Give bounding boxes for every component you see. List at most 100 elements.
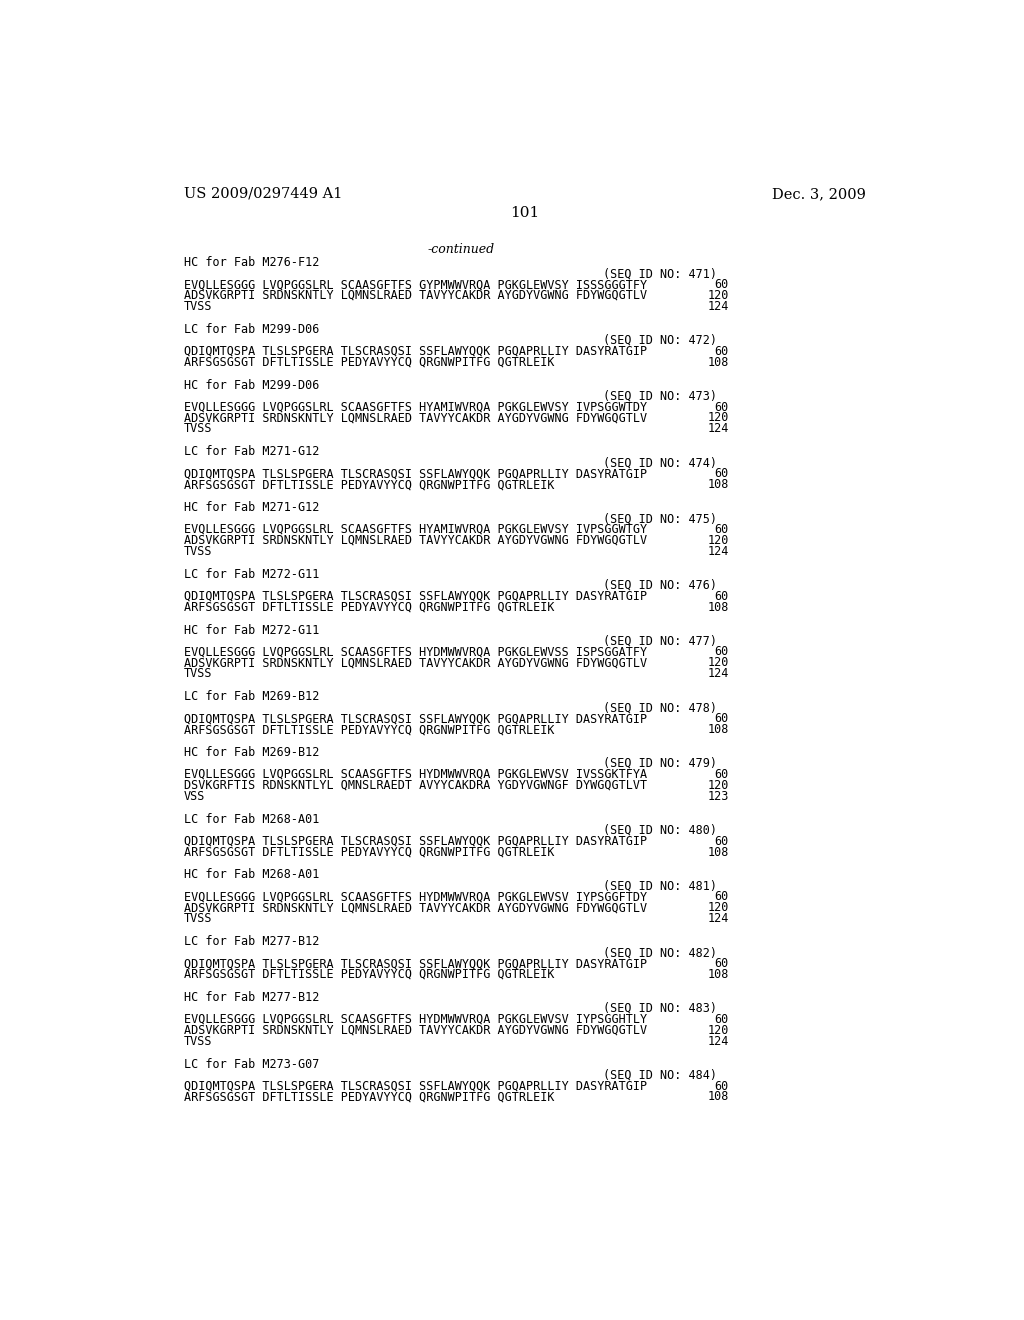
Text: (SEQ ID NO: 471): (SEQ ID NO: 471)	[603, 267, 717, 280]
Text: EVQLLESGGG LVQPGGSLRL SCAASGFTFS HYAMIWVRQA PGKGLEWVSY IVPSGGWTDY: EVQLLESGGG LVQPGGSLRL SCAASGFTFS HYAMIWV…	[183, 400, 647, 413]
Text: (SEQ ID NO: 480): (SEQ ID NO: 480)	[603, 824, 717, 837]
Text: 60: 60	[715, 1080, 729, 1093]
Text: 60: 60	[715, 279, 729, 290]
Text: ADSVKGRPTI SRDNSKNTLY LQMNSLRAED TAVYYCAKDR AYGDYVGWNG FDYWGQGTLV: ADSVKGRPTI SRDNSKNTLY LQMNSLRAED TAVYYCA…	[183, 902, 647, 915]
Text: 108: 108	[708, 968, 729, 981]
Text: 124: 124	[708, 422, 729, 436]
Text: (SEQ ID NO: 476): (SEQ ID NO: 476)	[603, 578, 717, 591]
Text: EVQLLESGGG LVQPGGSLRL SCAASGFTFS HYDMWWVRQA PGKGLEWVSV IVSSGKTFYA: EVQLLESGGG LVQPGGSLRL SCAASGFTFS HYDMWWV…	[183, 768, 647, 781]
Text: 120: 120	[708, 779, 729, 792]
Text: EVQLLESGGG LVQPGGSLRL SCAASGFTFS HYAMIWVRQA PGKGLEWVSY IVPSGGWTGY: EVQLLESGGG LVQPGGSLRL SCAASGFTFS HYAMIWV…	[183, 523, 647, 536]
Text: (SEQ ID NO: 483): (SEQ ID NO: 483)	[603, 1002, 717, 1015]
Text: EVQLLESGGG LVQPGGSLRL SCAASGFTFS GYPMWWVRQA PGKGLEWVSY ISSSGGGTFY: EVQLLESGGG LVQPGGSLRL SCAASGFTFS GYPMWWV…	[183, 279, 647, 290]
Text: ARFSGSGSGT DFTLTISSLE PEDYAVYYCQ QRGNWPITFG QGTRLEIK: ARFSGSGSGT DFTLTISSLE PEDYAVYYCQ QRGNWPI…	[183, 1090, 554, 1104]
Text: TVSS: TVSS	[183, 1035, 212, 1048]
Text: 120: 120	[708, 533, 729, 546]
Text: 60: 60	[715, 891, 729, 903]
Text: TVSS: TVSS	[183, 545, 212, 558]
Text: (SEQ ID NO: 484): (SEQ ID NO: 484)	[603, 1069, 717, 1081]
Text: ARFSGSGSGT DFTLTISSLE PEDYAVYYCQ QRGNWPITFG QGTRLEIK: ARFSGSGSGT DFTLTISSLE PEDYAVYYCQ QRGNWPI…	[183, 723, 554, 737]
Text: 108: 108	[708, 355, 729, 368]
Text: 60: 60	[715, 590, 729, 603]
Text: DSVKGRFTIS RDNSKNTLYL QMNSLRAEDT AVYYCAKDRA YGDYVGWNGF DYWGQGTLVT: DSVKGRFTIS RDNSKNTLYL QMNSLRAEDT AVYYCAK…	[183, 779, 647, 792]
Text: (SEQ ID NO: 473): (SEQ ID NO: 473)	[603, 389, 717, 403]
Text: -continued: -continued	[428, 243, 495, 256]
Text: Dec. 3, 2009: Dec. 3, 2009	[772, 187, 866, 201]
Text: ADSVKGRPTI SRDNSKNTLY LQMNSLRAED TAVYYCAKDR AYGDYVGWNG FDYWGQGTLV: ADSVKGRPTI SRDNSKNTLY LQMNSLRAED TAVYYCA…	[183, 533, 647, 546]
Text: EVQLLESGGG LVQPGGSLRL SCAASGFTFS HYDMWWVRQA PGKGLEWVSV IYPSGGHTLY: EVQLLESGGG LVQPGGSLRL SCAASGFTFS HYDMWWV…	[183, 1012, 647, 1026]
Text: LC for Fab M272-G11: LC for Fab M272-G11	[183, 568, 319, 581]
Text: (SEQ ID NO: 474): (SEQ ID NO: 474)	[603, 457, 717, 470]
Text: 120: 120	[708, 412, 729, 425]
Text: 124: 124	[708, 545, 729, 558]
Text: 120: 120	[708, 902, 729, 915]
Text: ADSVKGRPTI SRDNSKNTLY LQMNSLRAED TAVYYCAKDR AYGDYVGWNG FDYWGQGTLV: ADSVKGRPTI SRDNSKNTLY LQMNSLRAED TAVYYCA…	[183, 289, 647, 302]
Text: LC for Fab M273-G07: LC for Fab M273-G07	[183, 1057, 319, 1071]
Text: HC for Fab M271-G12: HC for Fab M271-G12	[183, 502, 319, 513]
Text: 124: 124	[708, 300, 729, 313]
Text: 120: 120	[708, 289, 729, 302]
Text: LC for Fab M269-B12: LC for Fab M269-B12	[183, 690, 319, 704]
Text: TVSS: TVSS	[183, 912, 212, 925]
Text: HC for Fab M277-B12: HC for Fab M277-B12	[183, 991, 319, 1005]
Text: (SEQ ID NO: 479): (SEQ ID NO: 479)	[603, 756, 717, 770]
Text: HC for Fab M276-F12: HC for Fab M276-F12	[183, 256, 319, 269]
Text: HC for Fab M299-D06: HC for Fab M299-D06	[183, 379, 319, 392]
Text: 60: 60	[715, 834, 729, 847]
Text: 60: 60	[715, 711, 729, 725]
Text: (SEQ ID NO: 478): (SEQ ID NO: 478)	[603, 701, 717, 714]
Text: 123: 123	[708, 789, 729, 803]
Text: 124: 124	[708, 668, 729, 680]
Text: 120: 120	[708, 1024, 729, 1036]
Text: QDIQMTQSPA TLSLSPGERA TLSCRASQSI SSFLAWYQQK PGQAPRLLIY DASYRATGIP: QDIQMTQSPA TLSLSPGERA TLSCRASQSI SSFLAWY…	[183, 1080, 647, 1093]
Text: HC for Fab M268-A01: HC for Fab M268-A01	[183, 869, 319, 882]
Text: TVSS: TVSS	[183, 422, 212, 436]
Text: EVQLLESGGG LVQPGGSLRL SCAASGFTFS HYDMWWVRQA PGKGLEWVSV IYPSGGFTDY: EVQLLESGGG LVQPGGSLRL SCAASGFTFS HYDMWWV…	[183, 891, 647, 903]
Text: 60: 60	[715, 1012, 729, 1026]
Text: 60: 60	[715, 957, 729, 970]
Text: US 2009/0297449 A1: US 2009/0297449 A1	[183, 187, 342, 201]
Text: 101: 101	[510, 206, 540, 220]
Text: HC for Fab M272-G11: HC for Fab M272-G11	[183, 623, 319, 636]
Text: (SEQ ID NO: 481): (SEQ ID NO: 481)	[603, 879, 717, 892]
Text: 108: 108	[708, 601, 729, 614]
Text: 60: 60	[715, 345, 729, 358]
Text: ARFSGSGSGT DFTLTISSLE PEDYAVYYCQ QRGNWPITFG QGTRLEIK: ARFSGSGSGT DFTLTISSLE PEDYAVYYCQ QRGNWPI…	[183, 968, 554, 981]
Text: (SEQ ID NO: 477): (SEQ ID NO: 477)	[603, 635, 717, 648]
Text: TVSS: TVSS	[183, 668, 212, 680]
Text: HC for Fab M269-B12: HC for Fab M269-B12	[183, 746, 319, 759]
Text: ARFSGSGSGT DFTLTISSLE PEDYAVYYCQ QRGNWPITFG QGTRLEIK: ARFSGSGSGT DFTLTISSLE PEDYAVYYCQ QRGNWPI…	[183, 355, 554, 368]
Text: LC for Fab M299-D06: LC for Fab M299-D06	[183, 323, 319, 335]
Text: LC for Fab M268-A01: LC for Fab M268-A01	[183, 813, 319, 826]
Text: (SEQ ID NO: 482): (SEQ ID NO: 482)	[603, 946, 717, 960]
Text: LC for Fab M277-B12: LC for Fab M277-B12	[183, 935, 319, 948]
Text: QDIQMTQSPA TLSLSPGERA TLSCRASQSI SSFLAWYQQK PGQAPRLLIY DASYRATGIP: QDIQMTQSPA TLSLSPGERA TLSCRASQSI SSFLAWY…	[183, 711, 647, 725]
Text: 120: 120	[708, 656, 729, 669]
Text: 108: 108	[708, 723, 729, 737]
Text: 60: 60	[715, 467, 729, 480]
Text: QDIQMTQSPA TLSLSPGERA TLSCRASQSI SSFLAWYQQK PGQAPRLLIY DASYRATGIP: QDIQMTQSPA TLSLSPGERA TLSCRASQSI SSFLAWY…	[183, 590, 647, 603]
Text: 124: 124	[708, 912, 729, 925]
Text: QDIQMTQSPA TLSLSPGERA TLSCRASQSI SSFLAWYQQK PGQAPRLLIY DASYRATGIP: QDIQMTQSPA TLSLSPGERA TLSCRASQSI SSFLAWY…	[183, 957, 647, 970]
Text: ARFSGSGSGT DFTLTISSLE PEDYAVYYCQ QRGNWPITFG QGTRLEIK: ARFSGSGSGT DFTLTISSLE PEDYAVYYCQ QRGNWPI…	[183, 478, 554, 491]
Text: 124: 124	[708, 1035, 729, 1048]
Text: 60: 60	[715, 400, 729, 413]
Text: 108: 108	[708, 846, 729, 858]
Text: 60: 60	[715, 523, 729, 536]
Text: QDIQMTQSPA TLSLSPGERA TLSCRASQSI SSFLAWYQQK PGQAPRLLIY DASYRATGIP: QDIQMTQSPA TLSLSPGERA TLSCRASQSI SSFLAWY…	[183, 467, 647, 480]
Text: 108: 108	[708, 478, 729, 491]
Text: TVSS: TVSS	[183, 300, 212, 313]
Text: (SEQ ID NO: 475): (SEQ ID NO: 475)	[603, 512, 717, 525]
Text: 60: 60	[715, 768, 729, 781]
Text: LC for Fab M271-G12: LC for Fab M271-G12	[183, 445, 319, 458]
Text: QDIQMTQSPA TLSLSPGERA TLSCRASQSI SSFLAWYQQK PGQAPRLLIY DASYRATGIP: QDIQMTQSPA TLSLSPGERA TLSCRASQSI SSFLAWY…	[183, 834, 647, 847]
Text: ARFSGSGSGT DFTLTISSLE PEDYAVYYCQ QRGNWPITFG QGTRLEIK: ARFSGSGSGT DFTLTISSLE PEDYAVYYCQ QRGNWPI…	[183, 601, 554, 614]
Text: QDIQMTQSPA TLSLSPGERA TLSCRASQSI SSFLAWYQQK PGQAPRLLIY DASYRATGIP: QDIQMTQSPA TLSLSPGERA TLSCRASQSI SSFLAWY…	[183, 345, 647, 358]
Text: 108: 108	[708, 1090, 729, 1104]
Text: ADSVKGRPTI SRDNSKNTLY LQMNSLRAED TAVYYCAKDR AYGDYVGWNG FDYWGQGTLV: ADSVKGRPTI SRDNSKNTLY LQMNSLRAED TAVYYCA…	[183, 412, 647, 425]
Text: ARFSGSGSGT DFTLTISSLE PEDYAVYYCQ QRGNWPITFG QGTRLEIK: ARFSGSGSGT DFTLTISSLE PEDYAVYYCQ QRGNWPI…	[183, 846, 554, 858]
Text: 60: 60	[715, 645, 729, 659]
Text: EVQLLESGGG LVQPGGSLRL SCAASGFTFS HYDMWWVRQA PGKGLEWVSS ISPSGGATFY: EVQLLESGGG LVQPGGSLRL SCAASGFTFS HYDMWWV…	[183, 645, 647, 659]
Text: ADSVKGRPTI SRDNSKNTLY LQMNSLRAED TAVYYCAKDR AYGDYVGWNG FDYWGQGTLV: ADSVKGRPTI SRDNSKNTLY LQMNSLRAED TAVYYCA…	[183, 1024, 647, 1036]
Text: ADSVKGRPTI SRDNSKNTLY LQMNSLRAED TAVYYCAKDR AYGDYVGWNG FDYWGQGTLV: ADSVKGRPTI SRDNSKNTLY LQMNSLRAED TAVYYCA…	[183, 656, 647, 669]
